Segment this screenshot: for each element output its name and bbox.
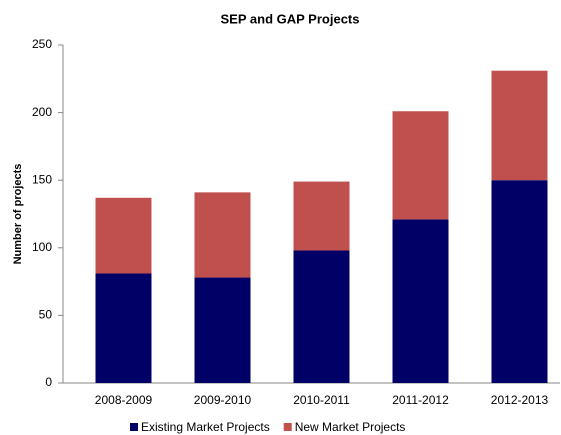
y-tick-label: 0 xyxy=(45,375,52,389)
x-tick-label: 2008-2009 xyxy=(95,393,153,407)
legend-label: Existing Market Projects xyxy=(141,420,270,434)
bar-segment xyxy=(293,181,350,251)
x-tick-label: 2010-2011 xyxy=(293,393,350,407)
bar-segment xyxy=(491,70,548,181)
y-axis-label: Number of projects xyxy=(12,164,24,265)
chart-title: SEP and GAP Projects xyxy=(221,11,360,26)
bar-segment xyxy=(392,111,449,220)
bar-segment xyxy=(491,180,548,383)
y-tick-label: 200 xyxy=(32,105,52,119)
y-tick-label: 250 xyxy=(32,37,52,51)
legend-swatch xyxy=(130,423,138,431)
x-tick-label: 2011-2012 xyxy=(392,393,449,407)
x-tick-label: 2012-2013 xyxy=(491,393,549,407)
y-tick-label: 100 xyxy=(32,240,52,254)
y-tick-label: 50 xyxy=(39,308,53,322)
bar-segment xyxy=(293,250,350,383)
bar-segment xyxy=(194,277,251,383)
x-tick-label: 2009-2010 xyxy=(194,393,252,407)
bar-segment xyxy=(95,273,152,383)
bar-segment xyxy=(95,197,152,274)
legend-swatch xyxy=(283,423,292,431)
y-tick-label: 150 xyxy=(32,172,52,186)
bar-segment xyxy=(194,192,251,278)
legend-label: New Market Projects xyxy=(295,420,406,434)
bar-segment xyxy=(392,219,449,383)
